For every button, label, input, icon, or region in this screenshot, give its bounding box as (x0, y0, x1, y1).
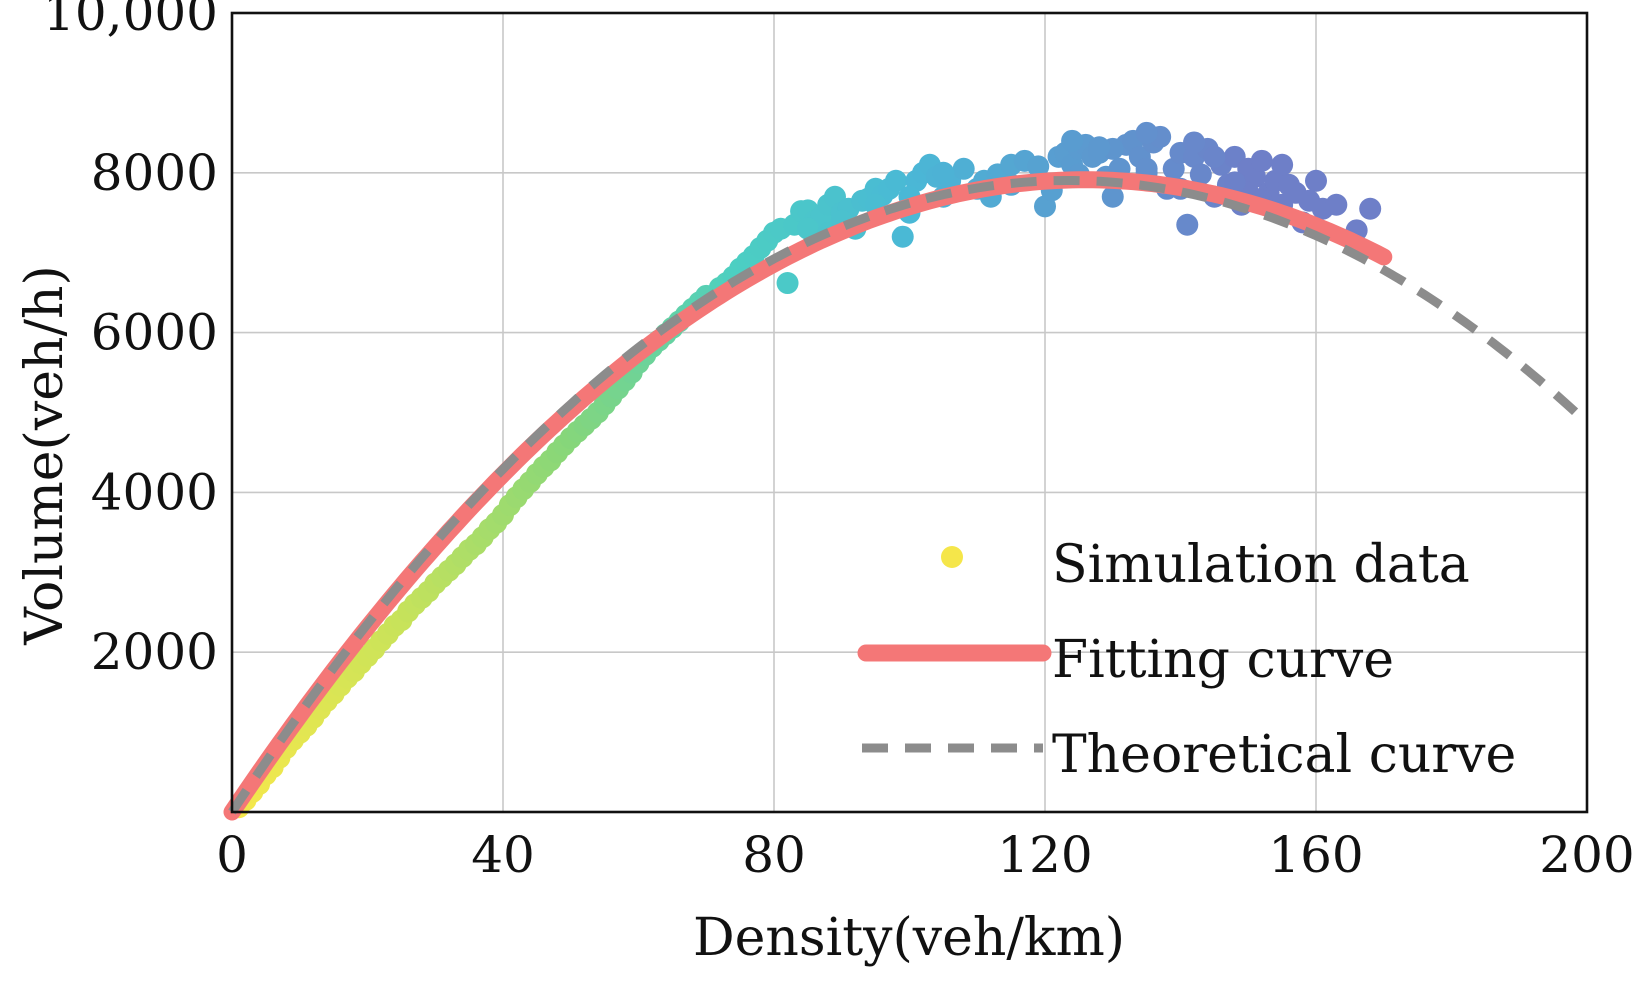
x-axis-title: Density(veh/km) (693, 908, 1125, 968)
scatter-point (1223, 171, 1246, 194)
scatter-point (1183, 131, 1206, 154)
scatter-point (1271, 153, 1294, 176)
plot-frame (230, 11, 1589, 814)
scatter-point (776, 272, 799, 295)
x-tick-label: 40 (471, 826, 535, 884)
scatter-point (1189, 163, 1212, 186)
scatter-point (952, 157, 975, 180)
legend-simulation-marker (941, 546, 963, 568)
y-tick-label: 6000 (91, 304, 218, 362)
x-tick-label: 200 (1539, 826, 1634, 884)
y-tick-label: 10,000 (43, 0, 218, 42)
x-tick-label: 160 (1268, 826, 1363, 884)
scatter-point (1101, 185, 1124, 208)
x-axis-ticks: 0 40 80 120 160 200 (216, 826, 1635, 884)
scatter-point (1027, 155, 1050, 178)
scatter-point (891, 225, 914, 248)
legend-theoretical-label: Theoretical curve (1052, 725, 1516, 785)
scatter-point (1088, 136, 1111, 159)
legend-simulation-label: Simulation data (1052, 535, 1470, 595)
scatter-point (932, 161, 955, 184)
scatter-point (1325, 193, 1348, 216)
scatter-point (1250, 149, 1273, 172)
scatter-point (1359, 197, 1382, 220)
scatter-point (1305, 169, 1327, 192)
scatter-point (796, 217, 819, 240)
legend-fitting-label: Fitting curve (1052, 630, 1394, 690)
scatter-point (1176, 213, 1199, 236)
grid-lines (232, 13, 1587, 812)
scatter-point (1203, 145, 1226, 168)
x-tick-label: 80 (742, 826, 806, 884)
y-tick-label: 4000 (91, 463, 218, 521)
x-tick-label: 120 (997, 826, 1092, 884)
scatter-point (884, 169, 907, 192)
scatter-point (1135, 121, 1158, 144)
theoretical-curve-line (228, 176, 1591, 815)
legend: Simulation data Fitting curve Theoretica… (857, 535, 1516, 785)
x-tick-label: 0 (216, 826, 248, 884)
y-tick-label: 8000 (91, 144, 218, 202)
scatter-point (1061, 129, 1084, 152)
y-tick-label: 2000 (91, 623, 218, 681)
y-axis-ticks: 2000 4000 6000 8000 10,000 (43, 0, 218, 681)
y-axis-title: Volume(veh/h) (15, 265, 75, 646)
